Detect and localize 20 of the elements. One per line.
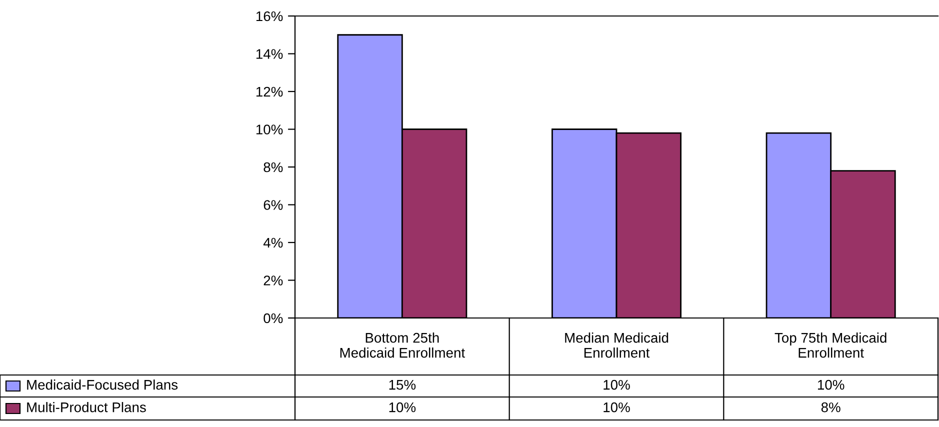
x-tick-label: Top 75th Medicaid Enrollment (774, 332, 886, 358)
legend-label: Medicaid-Focused Plans (27, 380, 178, 390)
y-tick-label: 8% (264, 162, 283, 172)
x-tick-label: Median Medicaid Enrollment (565, 332, 668, 358)
legend-label: Multi-Product Plans (27, 402, 146, 412)
y-tick-label: 16% (256, 11, 283, 22)
y-tick-label: 14% (256, 49, 283, 59)
x-tick-label: Bottom 25th Medicaid Enrollment (340, 332, 465, 358)
data-label: 10% (604, 402, 630, 412)
y-tick-label: 12% (256, 86, 283, 97)
data-label: 8% (821, 402, 840, 412)
data-label: 10% (389, 402, 416, 412)
y-tick-label: 4% (263, 238, 283, 248)
y-tick-label: 6% (264, 200, 283, 210)
y-tick-label: 10% (256, 124, 283, 134)
y-tick-label: 2% (264, 276, 283, 286)
data-label: 10% (604, 380, 630, 390)
data-label: 15% (389, 380, 416, 390)
data-label: 10% (818, 380, 844, 390)
y-tick-label: 0% (264, 313, 283, 324)
